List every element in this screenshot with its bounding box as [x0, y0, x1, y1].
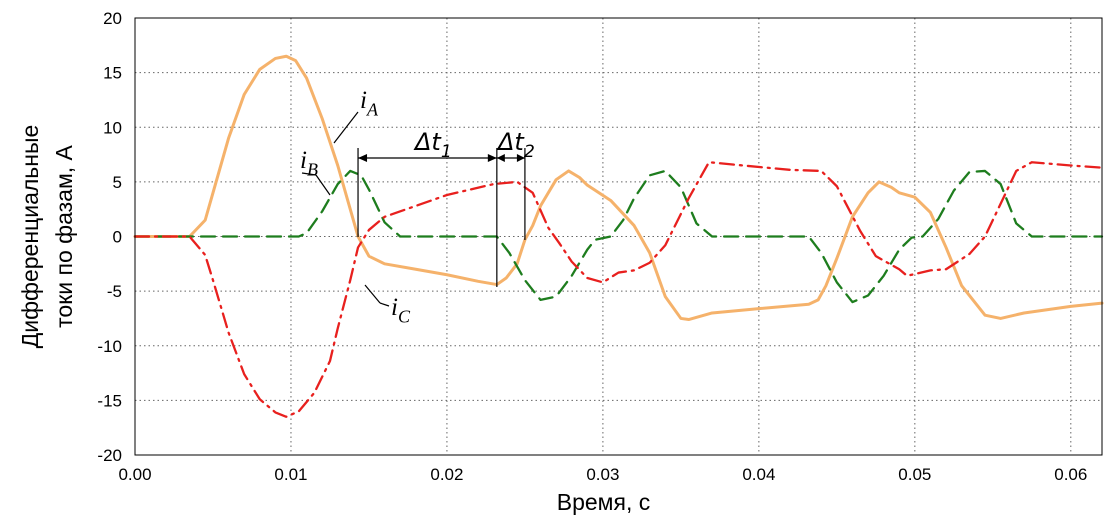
y-tick-label: -20	[97, 446, 122, 465]
x-axis-label: Время, с	[557, 489, 650, 515]
label-ib: iB	[300, 147, 318, 180]
leader-ib-2	[315, 174, 331, 196]
leader-ia	[333, 111, 359, 144]
y-tick-label: -5	[107, 282, 122, 301]
x-tick-label: 0.02	[430, 465, 463, 484]
y-tick-label: 10	[103, 118, 122, 137]
y-tick-label: -10	[97, 337, 122, 356]
x-tick-label: 0.03	[586, 465, 619, 484]
arrowhead-dt1-right	[487, 154, 497, 162]
y-tick-label: -15	[97, 391, 122, 410]
arrowhead-dt2-right	[516, 154, 525, 162]
x-tick-label: 0.04	[742, 465, 775, 484]
y-tick-label: 15	[103, 64, 122, 83]
label-dt1: Δt1	[413, 128, 452, 162]
series-line-ia	[133, 54, 1104, 322]
tick-labels: 0.00 0.01 0.02 0.03 0.04 0.05 0.06 20 15 10 5 0 -5 -1…	[97, 9, 1087, 484]
x-tick-label: 0.01	[274, 465, 307, 484]
series-lines	[133, 54, 1104, 418]
series-line-ib	[133, 169, 1104, 304]
y-tick-label: 20	[103, 9, 122, 28]
leader-ic-1	[379, 302, 390, 307]
label-ic: iC	[391, 294, 411, 327]
leader-ib-1	[301, 172, 317, 176]
annotations: iA iB iC Δt1 Δt2	[300, 87, 535, 327]
x-tick-label: 0.05	[898, 465, 931, 484]
label-ia: iA	[360, 87, 379, 120]
arrowhead-dt2-left	[496, 154, 505, 162]
series-line-ic	[133, 161, 1104, 418]
plot-frame	[134, 17, 1103, 456]
x-tick-label: 0.06	[1054, 465, 1087, 484]
label-dt2: Δt2	[496, 128, 535, 162]
y-tick-label: 0	[113, 228, 122, 247]
y-tick-label: 5	[113, 173, 122, 192]
arrowhead-dt1-left	[358, 154, 368, 162]
x-tick-label: 0.00	[118, 465, 151, 484]
leader-ic-2	[364, 284, 381, 304]
y-axis-label-line2: токи по фазам, А	[51, 144, 77, 327]
y-axis-label-line1: Дифференциальные	[17, 125, 43, 349]
